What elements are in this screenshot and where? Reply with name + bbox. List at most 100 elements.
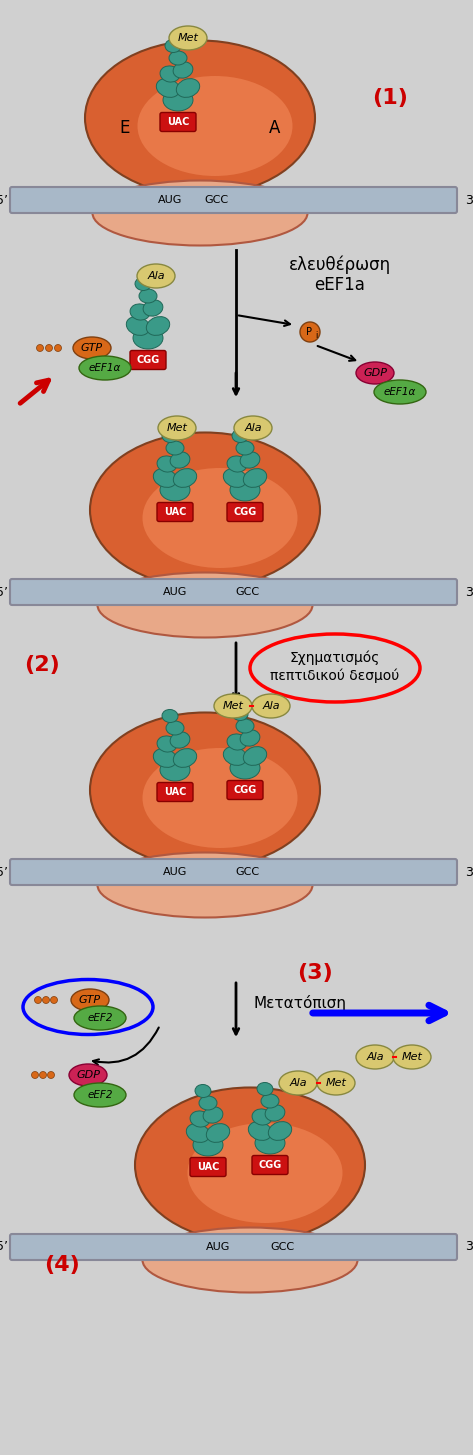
Ellipse shape [190,1112,210,1128]
Ellipse shape [137,263,175,288]
FancyBboxPatch shape [10,858,457,885]
Ellipse shape [240,453,260,469]
Text: 3’: 3’ [465,194,473,207]
Text: Μετατόπιση: Μετατόπιση [254,995,347,1011]
Ellipse shape [153,469,177,487]
Ellipse shape [169,26,207,49]
Text: GCC: GCC [235,586,259,597]
FancyBboxPatch shape [252,1155,288,1174]
Text: 5’: 5’ [0,585,8,598]
Ellipse shape [143,300,163,316]
FancyBboxPatch shape [157,502,193,521]
FancyBboxPatch shape [10,1234,457,1260]
Text: Met: Met [166,423,187,434]
Text: 3’: 3’ [465,866,473,879]
FancyBboxPatch shape [10,188,457,212]
Text: eEF1a: eEF1a [315,276,366,294]
Ellipse shape [169,51,187,65]
Ellipse shape [142,748,298,848]
Ellipse shape [160,65,180,81]
Text: UAC: UAC [167,116,189,127]
Ellipse shape [142,469,298,567]
Text: πεπτιδικού δεσμού: πεπτιδικού δεσμού [271,669,400,684]
Ellipse shape [261,1094,279,1109]
Ellipse shape [255,1132,285,1154]
Ellipse shape [135,1087,365,1243]
Ellipse shape [170,453,190,469]
Ellipse shape [236,441,254,455]
Ellipse shape [160,760,190,781]
Ellipse shape [173,63,193,79]
Text: Met: Met [177,33,199,44]
Ellipse shape [162,710,178,723]
Text: Met: Met [325,1078,346,1088]
Ellipse shape [173,469,197,487]
Ellipse shape [193,1133,223,1157]
Text: CGG: CGG [136,355,159,365]
Ellipse shape [173,749,197,767]
Ellipse shape [90,713,320,867]
Text: Σχηματισμός: Σχηματισμός [290,650,380,665]
Ellipse shape [195,1084,211,1097]
Ellipse shape [248,1122,272,1141]
Ellipse shape [36,345,44,352]
Text: 3’: 3’ [465,1241,473,1254]
Ellipse shape [135,278,151,291]
Ellipse shape [47,1071,54,1078]
Text: 3’: 3’ [465,585,473,598]
Text: GDP: GDP [76,1069,100,1080]
Ellipse shape [74,1005,126,1030]
Ellipse shape [176,79,200,97]
Text: AUG: AUG [158,195,182,205]
Text: ελευθέρωση: ελευθέρωση [289,256,391,274]
Text: GCC: GCC [235,867,259,877]
Ellipse shape [252,1109,272,1125]
Text: 5’: 5’ [0,1241,8,1254]
Ellipse shape [203,1107,223,1123]
Ellipse shape [243,469,267,487]
Ellipse shape [130,304,150,320]
Text: Ala: Ala [366,1052,384,1062]
Text: Ala: Ala [262,701,280,711]
Text: CGG: CGG [233,786,257,794]
Ellipse shape [85,41,315,195]
Ellipse shape [279,1071,317,1096]
Ellipse shape [74,1083,126,1107]
Text: Met: Met [402,1052,422,1062]
Ellipse shape [232,707,248,720]
Text: eEF2: eEF2 [87,1013,113,1023]
FancyBboxPatch shape [227,780,263,799]
Ellipse shape [356,362,394,384]
Ellipse shape [160,479,190,501]
Ellipse shape [356,1045,394,1069]
Text: i: i [315,332,317,340]
Ellipse shape [214,694,252,717]
FancyBboxPatch shape [190,1158,226,1177]
Text: eEF1α: eEF1α [384,387,416,397]
Text: 5’: 5’ [0,194,8,207]
Ellipse shape [230,757,260,778]
Ellipse shape [374,380,426,404]
Ellipse shape [163,89,193,111]
Text: AUG: AUG [163,867,187,877]
Text: (3): (3) [297,963,333,984]
Ellipse shape [97,572,313,637]
Text: CGG: CGG [233,506,257,517]
Ellipse shape [73,338,111,359]
FancyBboxPatch shape [10,579,457,605]
Ellipse shape [186,1123,210,1142]
FancyBboxPatch shape [157,783,193,802]
Ellipse shape [43,997,50,1004]
Ellipse shape [156,79,180,97]
Ellipse shape [139,290,157,303]
Text: Ala: Ala [147,271,165,281]
Ellipse shape [79,356,131,380]
Ellipse shape [158,416,196,439]
Text: (2): (2) [24,655,60,675]
Text: AUG: AUG [206,1243,230,1251]
Ellipse shape [35,997,42,1004]
Text: (4): (4) [44,1256,80,1275]
Ellipse shape [243,746,267,765]
Ellipse shape [227,733,247,751]
Text: GDP: GDP [363,368,387,378]
